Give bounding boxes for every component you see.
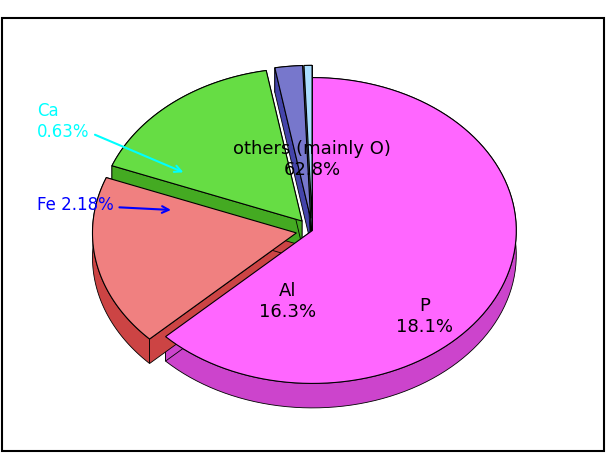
Text: P
18.1%: P 18.1%: [396, 297, 453, 336]
Text: Ca
0.63%: Ca 0.63%: [37, 102, 181, 172]
Polygon shape: [112, 71, 302, 221]
Polygon shape: [302, 65, 311, 243]
Polygon shape: [304, 65, 312, 90]
Polygon shape: [275, 65, 311, 219]
Text: Fe 2.18%: Fe 2.18%: [37, 196, 168, 214]
Polygon shape: [275, 68, 311, 243]
Polygon shape: [106, 177, 296, 257]
Text: Al
16.3%: Al 16.3%: [259, 283, 316, 321]
Polygon shape: [304, 65, 312, 243]
Polygon shape: [93, 177, 150, 364]
Polygon shape: [112, 165, 302, 246]
Polygon shape: [165, 77, 516, 408]
Polygon shape: [150, 233, 296, 364]
Polygon shape: [93, 177, 296, 339]
Polygon shape: [165, 230, 312, 361]
Text: others (mainly O)
62.8%: others (mainly O) 62.8%: [233, 140, 391, 178]
Polygon shape: [304, 65, 312, 218]
Polygon shape: [165, 77, 516, 384]
Polygon shape: [275, 65, 302, 92]
Polygon shape: [266, 71, 302, 246]
Polygon shape: [112, 71, 266, 190]
